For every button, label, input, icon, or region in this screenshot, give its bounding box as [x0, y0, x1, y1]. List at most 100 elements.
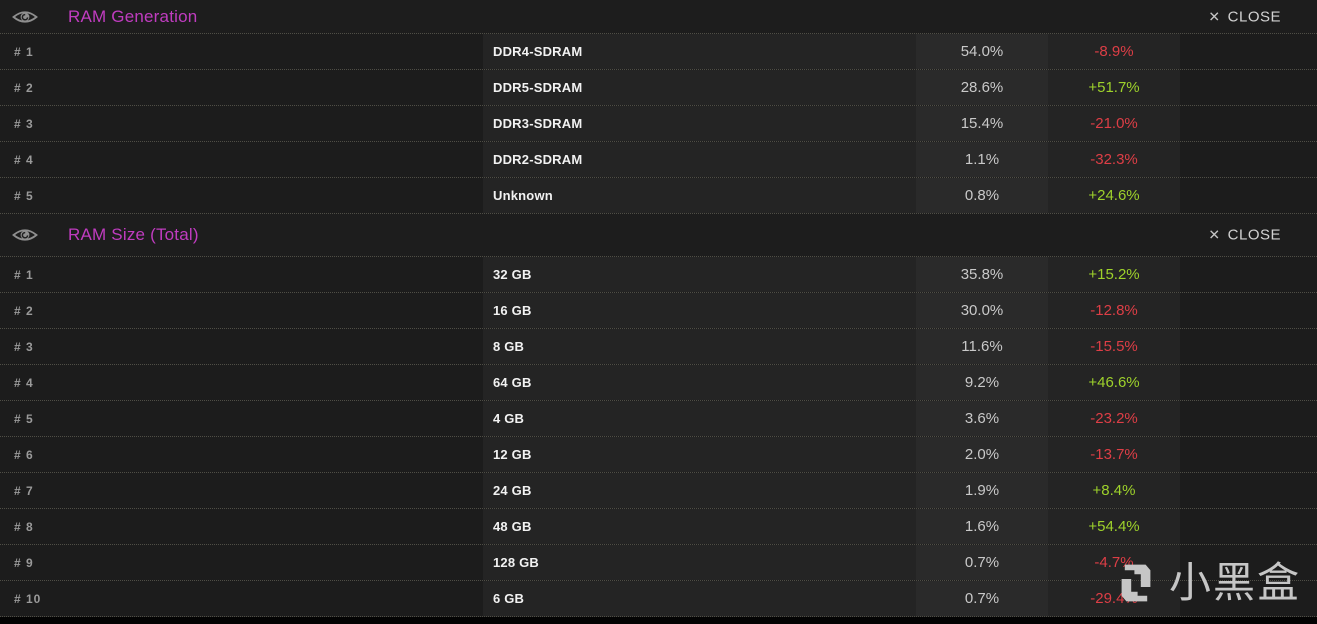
name-cell: 4 GB [483, 401, 916, 436]
x-icon: ✕ [1208, 226, 1221, 243]
change-cell: -4.7% [1048, 545, 1180, 580]
name-cell: 32 GB [483, 257, 916, 292]
close-label: CLOSE [1227, 8, 1281, 25]
name-cell: DDR2-SDRAM [483, 142, 916, 177]
x-icon: ✕ [1208, 8, 1221, 24]
close-label: CLOSE [1227, 226, 1281, 244]
change-cell: +54.4% [1048, 509, 1180, 544]
spacer-cell [1180, 142, 1317, 177]
rank-cell: # 1 [0, 257, 483, 292]
name-cell: Unknown [483, 178, 916, 213]
share-cell: 28.6% [916, 70, 1048, 105]
share-cell: 0.8% [916, 178, 1048, 213]
section-header: RAM Generation ✕ CLOSE [0, 0, 1317, 34]
survey-section: RAM Size (Total) ✕ CLOSE # 1 32 GB 35.8%… [0, 214, 1317, 617]
bottom-bar [0, 617, 1317, 624]
section-title: RAM Generation [68, 6, 198, 26]
rank-cell: # 7 [0, 473, 483, 508]
eye-icon[interactable] [12, 227, 38, 243]
table-row[interactable]: # 1 32 GB 35.8% +15.2% [0, 257, 1317, 293]
spacer-cell [1180, 178, 1317, 213]
table-row[interactable]: # 1 DDR4-SDRAM 54.0% -8.9% [0, 34, 1317, 70]
table-row[interactable]: # 9 128 GB 0.7% -4.7% [0, 545, 1317, 581]
table-row[interactable]: # 5 4 GB 3.6% -23.2% [0, 401, 1317, 437]
eye-icon[interactable] [12, 9, 38, 25]
spacer-cell [1180, 329, 1317, 364]
rank-cell: # 2 [0, 70, 483, 105]
table-row[interactable]: # 10 6 GB 0.7% -29.4% [0, 581, 1317, 617]
spacer-cell [1180, 509, 1317, 544]
spacer-cell [1180, 257, 1317, 292]
table-row[interactable]: # 4 64 GB 9.2% +46.6% [0, 365, 1317, 401]
table-row[interactable]: # 3 DDR3-SDRAM 15.4% -21.0% [0, 106, 1317, 142]
share-cell: 30.0% [916, 293, 1048, 328]
rank-cell: # 4 [0, 142, 483, 177]
close-button[interactable]: ✕ CLOSE [1208, 227, 1281, 244]
table-row[interactable]: # 2 DDR5-SDRAM 28.6% +51.7% [0, 70, 1317, 106]
rank-cell: # 3 [0, 106, 483, 141]
spacer-cell [1180, 293, 1317, 328]
section-rows: # 1 32 GB 35.8% +15.2% # 2 16 GB 30.0% -… [0, 257, 1317, 617]
rank-cell: # 5 [0, 401, 483, 436]
table-row[interactable]: # 3 8 GB 11.6% -15.5% [0, 329, 1317, 365]
change-cell: -21.0% [1048, 106, 1180, 141]
change-cell: -8.9% [1048, 34, 1180, 69]
rank-cell: # 9 [0, 545, 483, 580]
name-cell: 16 GB [483, 293, 916, 328]
share-cell: 11.6% [916, 329, 1048, 364]
rank-cell: # 6 [0, 437, 483, 472]
section-title: RAM Size (Total) [68, 225, 199, 244]
name-cell: 8 GB [483, 329, 916, 364]
share-cell: 9.2% [916, 365, 1048, 400]
name-cell: 6 GB [483, 581, 916, 616]
table-row[interactable]: # 2 16 GB 30.0% -12.8% [0, 293, 1317, 329]
rank-cell: # 3 [0, 329, 483, 364]
name-cell: 24 GB [483, 473, 916, 508]
change-cell: +8.4% [1048, 473, 1180, 508]
share-cell: 35.8% [916, 257, 1048, 292]
table-row[interactable]: # 7 24 GB 1.9% +8.4% [0, 473, 1317, 509]
name-cell: 12 GB [483, 437, 916, 472]
share-cell: 2.0% [916, 437, 1048, 472]
spacer-cell [1180, 70, 1317, 105]
spacer-cell [1180, 106, 1317, 141]
spacer-cell [1180, 437, 1317, 472]
name-cell: DDR4-SDRAM [483, 34, 916, 69]
spacer-cell [1180, 545, 1317, 580]
name-cell: 128 GB [483, 545, 916, 580]
change-cell: -12.8% [1048, 293, 1180, 328]
name-cell: 64 GB [483, 365, 916, 400]
rank-cell: # 2 [0, 293, 483, 328]
change-cell: -23.2% [1048, 401, 1180, 436]
share-cell: 3.6% [916, 401, 1048, 436]
table-row[interactable]: # 4 DDR2-SDRAM 1.1% -32.3% [0, 142, 1317, 178]
table-row[interactable]: # 5 Unknown 0.8% +24.6% [0, 178, 1317, 214]
share-cell: 1.6% [916, 509, 1048, 544]
rank-cell: # 8 [0, 509, 483, 544]
change-cell: +51.7% [1048, 70, 1180, 105]
change-cell: -29.4% [1048, 581, 1180, 616]
change-cell: +15.2% [1048, 257, 1180, 292]
table-row[interactable]: # 6 12 GB 2.0% -13.7% [0, 437, 1317, 473]
share-cell: 54.0% [916, 34, 1048, 69]
share-cell: 15.4% [916, 106, 1048, 141]
change-cell: +24.6% [1048, 178, 1180, 213]
survey-section: RAM Generation ✕ CLOSE # 1 DDR4-SDRAM 54… [0, 0, 1317, 214]
change-cell: -32.3% [1048, 142, 1180, 177]
close-button[interactable]: ✕ CLOSE [1208, 8, 1281, 25]
spacer-cell [1180, 401, 1317, 436]
name-cell: DDR5-SDRAM [483, 70, 916, 105]
spacer-cell [1180, 473, 1317, 508]
rank-cell: # 10 [0, 581, 483, 616]
share-cell: 1.1% [916, 142, 1048, 177]
change-cell: +46.6% [1048, 365, 1180, 400]
rank-cell: # 1 [0, 34, 483, 69]
spacer-cell [1180, 365, 1317, 400]
section-header: RAM Size (Total) ✕ CLOSE [0, 214, 1317, 257]
table-row[interactable]: # 8 48 GB 1.6% +54.4% [0, 509, 1317, 545]
share-cell: 1.9% [916, 473, 1048, 508]
spacer-cell [1180, 34, 1317, 69]
spacer-cell [1180, 581, 1317, 616]
